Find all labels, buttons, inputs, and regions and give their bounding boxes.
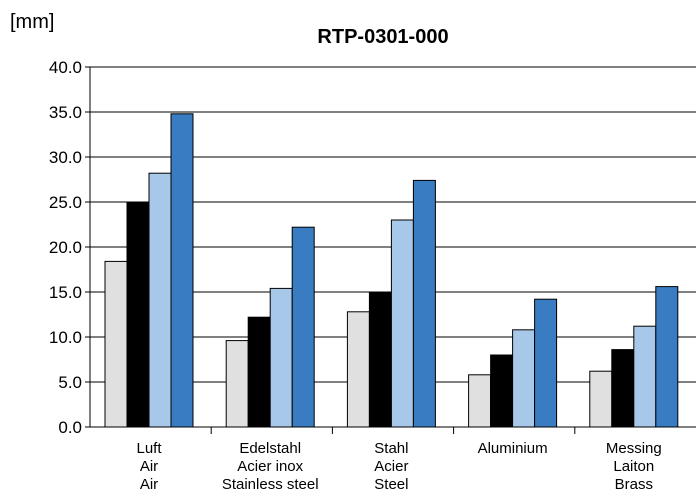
bar bbox=[490, 354, 514, 428]
y-tick-label: 5.0 bbox=[58, 373, 82, 392]
bar bbox=[346, 311, 370, 428]
category-label: Air bbox=[140, 458, 158, 475]
bar bbox=[170, 113, 194, 428]
y-unit-label: [mm] bbox=[10, 11, 54, 33]
bar bbox=[468, 374, 492, 428]
y-tick-label: 15.0 bbox=[49, 283, 82, 302]
category-label: Acier inox bbox=[237, 458, 303, 475]
category-label: Brass bbox=[615, 476, 653, 493]
y-tick-label: 30.0 bbox=[49, 148, 82, 167]
bar bbox=[390, 219, 414, 428]
bar bbox=[104, 260, 128, 428]
bar bbox=[247, 316, 271, 428]
y-tick-label: 0.0 bbox=[58, 418, 82, 437]
bar bbox=[512, 329, 536, 428]
bar bbox=[633, 325, 657, 428]
bars bbox=[104, 113, 679, 428]
category-label: Air bbox=[140, 476, 158, 493]
bar bbox=[126, 201, 150, 428]
bar bbox=[225, 340, 249, 428]
bar bbox=[655, 286, 679, 428]
category-label: Edelstahl bbox=[239, 440, 301, 457]
category-label: Aluminium bbox=[478, 440, 548, 457]
y-tick-label: 25.0 bbox=[49, 193, 82, 212]
category-label: Stahl bbox=[374, 440, 408, 457]
y-tick-label: 20.0 bbox=[49, 238, 82, 257]
bar bbox=[412, 179, 436, 428]
category-label: Stainless steel bbox=[222, 476, 319, 493]
y-tick-label: 40.0 bbox=[49, 58, 82, 77]
axes bbox=[89, 67, 696, 434]
bar bbox=[589, 370, 613, 428]
y-axis-ticks: 0.0 5.0 10.0 15.0 20.0 25.0 30.0 35.0 40.0 bbox=[49, 58, 90, 437]
y-tick-label: 35.0 bbox=[49, 103, 82, 122]
bar bbox=[368, 291, 392, 428]
bar bbox=[269, 287, 293, 428]
category-label: Steel bbox=[374, 476, 408, 493]
bar bbox=[611, 349, 635, 428]
category-label: Luft bbox=[136, 440, 162, 457]
category-label: Messing bbox=[606, 440, 662, 457]
category-label: Acier bbox=[374, 458, 408, 475]
chart-title: RTP-0301-000 bbox=[317, 26, 448, 48]
bar bbox=[534, 298, 558, 428]
category-label: Laiton bbox=[613, 458, 654, 475]
y-tick-label: 10.0 bbox=[49, 328, 82, 347]
bar bbox=[291, 226, 315, 428]
bar bbox=[148, 172, 172, 428]
